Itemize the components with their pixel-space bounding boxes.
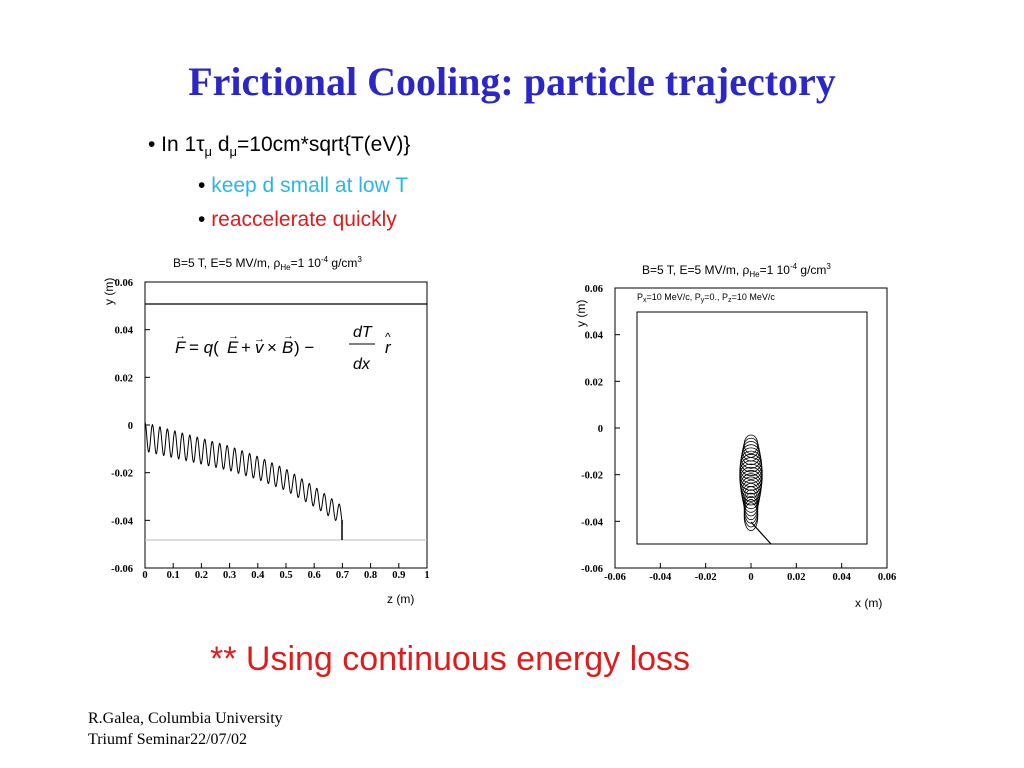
y-tick-label: 0 [598,424,603,435]
svg-text:F: F [175,338,187,357]
x-tick-label: 0.8 [364,570,377,581]
x-tick-label: 0.1 [167,570,180,581]
y-tick-label: 0.04 [115,326,134,337]
y-tick-label: -0.02 [111,469,133,480]
force-equation: F → = q( E → + v → × B → ) − dT dx r ^ [175,324,392,373]
y-tick-label: 0.06 [585,284,603,295]
svg-text:v: v [255,338,265,357]
plot-left: B=5 T, E=5 MV/m, ρHe=1 10-4 g/cm3 y (m) … [102,255,430,606]
y-tick-label: -0.06 [111,564,133,575]
svg-text:dT: dT [353,324,373,341]
x-tick-label: -0.02 [695,572,717,583]
x-tick-label: 1 [424,570,429,581]
svg-text:r: r [385,338,392,357]
svg-text:→: → [283,330,294,342]
trajectory-loop [739,466,763,491]
svg-text:+: + [241,338,251,357]
x-tick-label: 0.04 [832,572,851,583]
x-tick-label: 0.02 [787,572,805,583]
x-tick-label: 0.2 [195,570,208,581]
y-tick-label: -0.02 [581,471,603,482]
y-tick-label: 0.06 [115,278,133,289]
trajectory-loop [741,479,761,506]
plot-left-title: B=5 T, E=5 MV/m, ρHe=1 10-4 g/cm3 [173,255,362,272]
trajectory-loop [742,486,760,513]
bullet-mark: • [198,208,212,232]
slide-title: Frictional Cooling: particle trajectory [188,59,836,104]
svg-text:→: → [254,333,265,345]
plot-left-ylabel: y (m) [102,278,116,305]
plot-right-xlabel: x (m) [855,596,882,610]
svg-text:→: → [175,330,186,342]
svg-text:dx: dx [353,356,371,373]
x-tick-label: 0.7 [336,570,349,581]
bullet-list: • In 1τμ dμ=10cm*sqrt{T(eV)} • keep d sm… [148,128,410,237]
x-tick-label: 0.4 [251,570,265,581]
y-tick-label: -0.04 [111,516,134,527]
d-symbol: d [212,133,230,156]
sub-bullet-reaccelerate: • reaccelerate quickly [148,203,410,237]
plot-right-trajectory [739,434,763,532]
svg-text:×: × [267,338,277,357]
svg-text:E: E [227,338,239,357]
trajectory-loop [740,476,762,502]
x-tick-label: 0.5 [279,570,292,581]
y-tick-label: 0.02 [585,377,603,388]
trajectory-loop [741,482,761,510]
bullet-main-rest: =10cm*sqrt{T(eV)} [237,133,411,156]
sub-bullet-keep-small: • keep d small at low T [148,169,410,203]
trajectory-loop [743,502,759,532]
plot-left-ticks: 0 0.1 0.2 0.3 0.4 0.5 0.6 0.7 0.8 0.9 1 -0.06 -0.04 -… [111,278,430,581]
plot-right-frame [614,287,888,569]
bullet-mark: • [198,174,212,198]
plot-right-subtitle: Px=10 MeV/c, Py=0., Pz=10 MeV/c [637,292,775,304]
sub-bullet-1-text: keep d small at low T [211,174,409,198]
svg-text:) −: ) − [294,338,314,357]
plot-left-trajectory [144,422,343,524]
mu-subscript-2: μ [229,144,238,160]
plot-right: B=5 T, E=5 MV/m, ρHe=1 10-4 g/cm3 y (m) … [574,262,896,610]
footer-seminar: Triumf Seminar22/07/02 [88,731,247,748]
sub-bullet-2-text: reaccelerate quickly [211,208,397,232]
plot-right-title: B=5 T, E=5 MV/m, ρHe=1 10-4 g/cm3 [642,262,831,279]
plot-right-ticks: -0.06 -0.04 -0.02 0 0.02 0.04 0.06 -0.06 -0.04 -0… [581,284,896,583]
plot-left-frame [144,281,428,569]
x-tick-label: 0.6 [308,570,321,581]
y-tick-label: 0.02 [115,373,133,384]
x-tick-label: -0.06 [604,572,626,583]
footer-author: R.Galea, Columbia University [88,710,283,727]
slide-footer: R.Galea, Columbia University Triumf Semi… [88,708,283,750]
svg-text:B: B [282,338,293,357]
x-tick-label: 0 [142,570,147,581]
plot-left-xlabel: z (m) [387,592,414,606]
trajectory-loop [743,489,759,517]
tau-symbol: τ [196,133,205,156]
mu-subscript: μ [204,144,213,160]
plot-right-tail [750,521,772,545]
plot-right-inner-box [636,311,868,545]
y-tick-label: -0.04 [581,517,604,528]
bullet-main: • In 1τμ dμ=10cm*sqrt{T(eV)} [148,128,410,169]
x-tick-label: 0.9 [392,570,405,581]
note-continuous-energy-loss: ** Using continuous energy loss [210,640,691,678]
y-tick-label: -0.06 [581,564,603,575]
trajectory-loop [740,473,762,499]
bullet-main-prefix: • In 1 [148,133,197,156]
svg-text:→: → [228,330,239,342]
x-tick-label: 0.3 [223,570,236,581]
y-tick-label: 0 [128,421,133,432]
y-tick-label: 0.04 [585,331,604,342]
svg-text:^: ^ [385,330,391,344]
x-tick-label: 0 [748,572,753,583]
x-tick-label: -0.04 [649,572,672,583]
svg-text:= q(: = q( [189,338,219,357]
x-tick-label: 0.06 [878,572,896,583]
plot-right-ylabel: y (m) [574,300,588,327]
trajectory-loop [739,470,763,495]
